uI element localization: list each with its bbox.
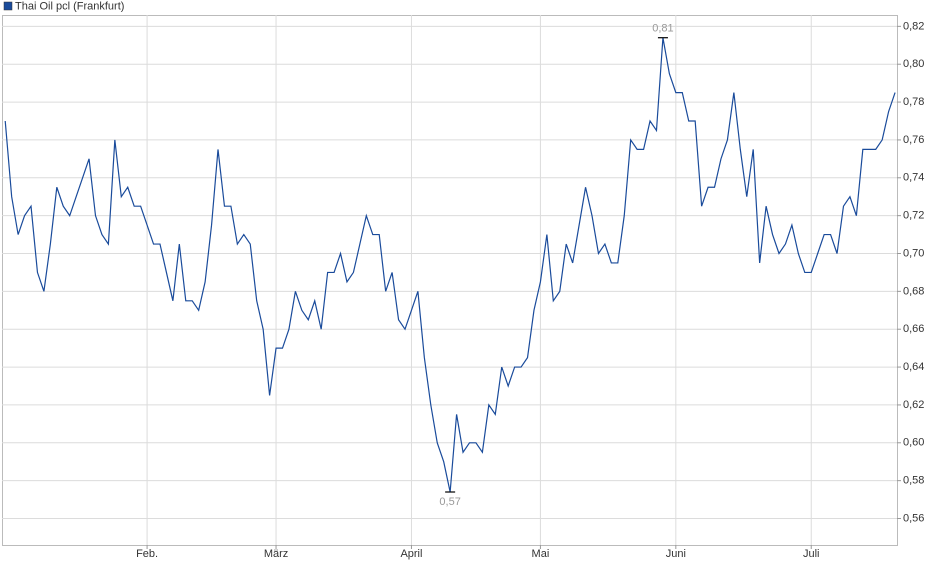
x-tick-label: Juli bbox=[803, 548, 820, 560]
y-tick-label: 0,60 bbox=[903, 437, 924, 449]
x-tick-label: Feb. bbox=[136, 548, 158, 560]
legend-label: Thai Oil pcl (Frankfurt) bbox=[15, 0, 124, 12]
x-tick-label: April bbox=[400, 548, 422, 560]
legend-swatch bbox=[3, 1, 13, 11]
y-tick-label: 0,78 bbox=[903, 96, 924, 108]
y-tick-label: 0,74 bbox=[903, 172, 924, 184]
x-tick-label: Mai bbox=[532, 548, 550, 560]
y-tick-label: 0,66 bbox=[903, 323, 924, 335]
y-tick-label: 0,82 bbox=[903, 20, 924, 32]
y-tick-label: 0,64 bbox=[903, 361, 924, 373]
y-tick-label: 0,72 bbox=[903, 210, 924, 222]
y-tick-label: 0,76 bbox=[903, 134, 924, 146]
y-tick-label: 0,80 bbox=[903, 58, 924, 70]
y-tick-label: 0,56 bbox=[903, 512, 924, 524]
x-tick-label: Juni bbox=[666, 548, 686, 560]
y-tick-label: 0,70 bbox=[903, 247, 924, 259]
y-tick-label: 0,68 bbox=[903, 285, 924, 297]
plot-frame bbox=[2, 15, 898, 546]
x-tick-label: März bbox=[264, 548, 288, 560]
line bbox=[4, 37, 896, 493]
value-label: 0,57 bbox=[439, 496, 460, 508]
y-tick-label: 0,58 bbox=[903, 475, 924, 487]
y-tick-label: 0,62 bbox=[903, 399, 924, 411]
value-label: 0,81 bbox=[652, 23, 673, 35]
